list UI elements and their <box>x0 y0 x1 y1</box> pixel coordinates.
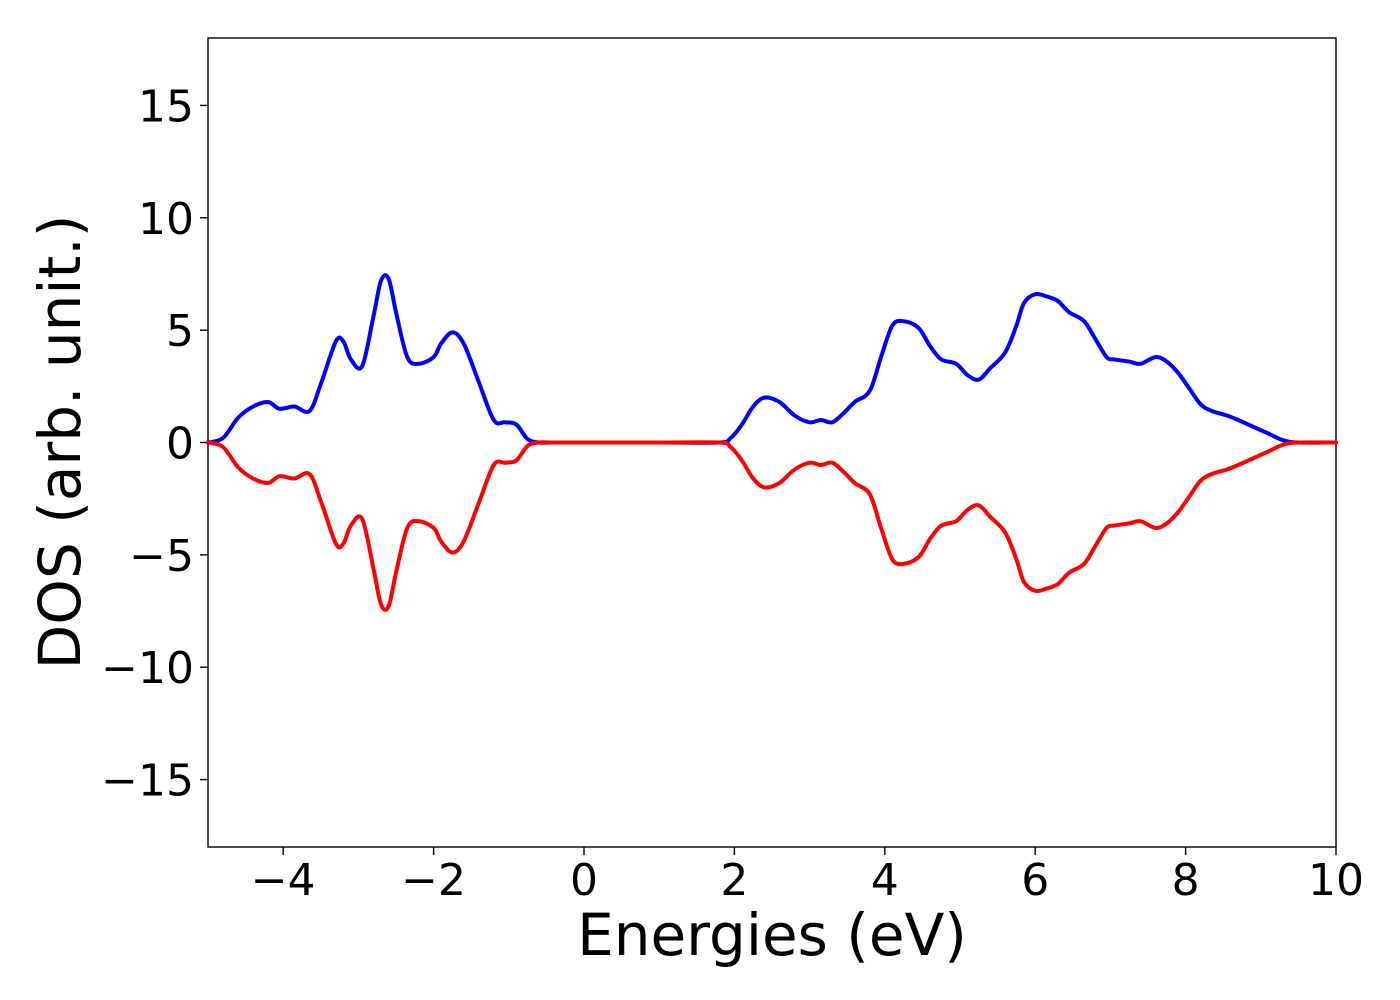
y-tick-label: 15 <box>138 81 194 132</box>
y-tick-label: −15 <box>101 756 194 807</box>
y-axis-title: DOS (arb. unit.) <box>26 215 94 670</box>
plot-frame <box>207 37 1337 848</box>
x-tick-label: 6 <box>1021 855 1049 906</box>
y-tick-label: 10 <box>138 194 194 245</box>
x-axis-title: Energies (eV) <box>577 901 967 969</box>
dos-series-line-blue <box>206 273 1338 445</box>
x-tick-label: 8 <box>1172 855 1200 906</box>
y-axis-ticks: 15 10 5 0 −5 −10 −15 <box>101 81 208 807</box>
x-tick-label: −4 <box>251 855 316 906</box>
x-axis-ticks: −4 −2 0 2 4 6 8 10 <box>251 847 1364 906</box>
x-tick-label: 10 <box>1308 855 1364 906</box>
x-tick-label: 4 <box>871 855 899 906</box>
y-tick-label: 5 <box>166 306 194 357</box>
y-tick-label: −5 <box>129 531 194 582</box>
series-group <box>206 273 1338 612</box>
x-tick-label: 0 <box>570 855 598 906</box>
x-tick-label: 2 <box>720 855 748 906</box>
y-tick-label: −10 <box>101 643 194 694</box>
y-tick-label: 0 <box>166 419 194 470</box>
dos-series-line-red <box>206 440 1338 612</box>
x-tick-label: −2 <box>401 855 466 906</box>
